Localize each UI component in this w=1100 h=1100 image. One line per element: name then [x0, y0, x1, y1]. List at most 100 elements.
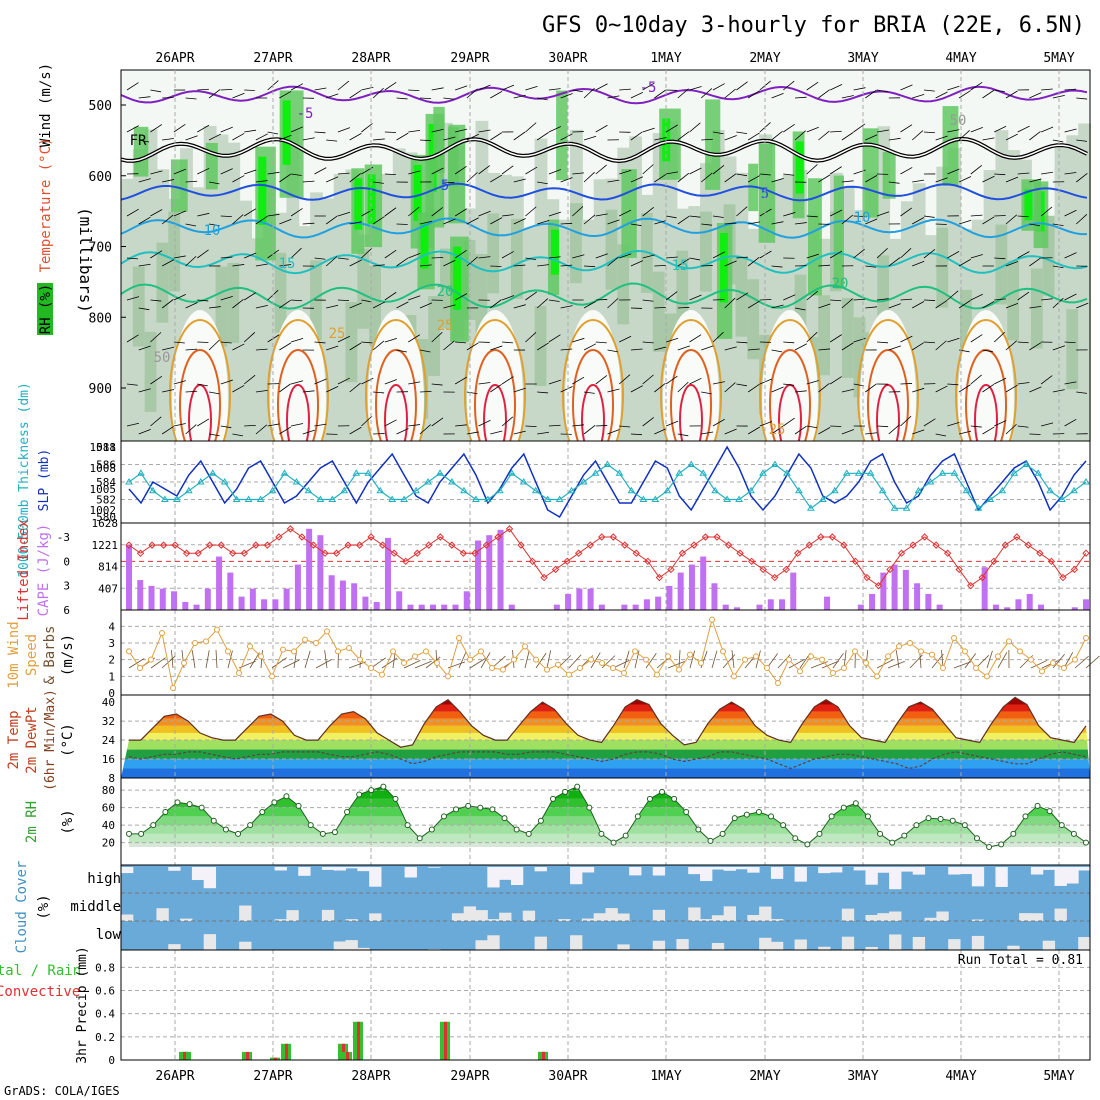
date-label-bottom: 5MAY — [1043, 1069, 1074, 1084]
cloud-clear — [180, 918, 193, 921]
wind-barb — [1076, 173, 1088, 183]
wind-barb — [1040, 375, 1053, 385]
date-label-bottom: 29APR — [450, 1069, 489, 1084]
cape-bar — [587, 588, 594, 610]
li-point — [286, 525, 295, 533]
wind-barb — [982, 426, 995, 435]
wind-barb — [466, 431, 479, 435]
wind-barb — [935, 433, 947, 437]
wind-barb — [302, 137, 315, 141]
cape-bar — [328, 575, 335, 610]
wind-barb-10m — [788, 658, 805, 669]
rh-point — [380, 783, 387, 790]
wind-speed-point — [973, 665, 979, 671]
rh-band-green — [133, 126, 149, 177]
wind-speed-point — [566, 671, 572, 678]
wind-barb — [1041, 298, 1053, 301]
wind-barb — [865, 175, 878, 183]
wind-barb — [1029, 131, 1041, 141]
wind-speed-point — [610, 665, 616, 671]
wind-barb — [337, 299, 350, 301]
wind-barb — [232, 299, 244, 309]
wind-speed-point — [489, 665, 495, 671]
wind-barb — [572, 206, 584, 217]
wind-barb — [126, 125, 139, 133]
wind-barb — [853, 383, 865, 387]
wind-barb — [865, 432, 878, 435]
wind-barb — [806, 425, 818, 429]
rh-band-mid — [747, 279, 761, 360]
wind-barb — [865, 383, 877, 393]
li-point — [332, 549, 341, 557]
rh-band-bright — [1024, 189, 1033, 221]
wind-barb — [361, 415, 373, 427]
wind-barb — [923, 89, 935, 92]
wind-speed-point — [819, 656, 825, 663]
rh-band-mid — [676, 250, 690, 331]
wind-barb — [619, 253, 632, 259]
wind-barb — [689, 167, 702, 175]
wind-barb — [853, 87, 866, 91]
wind-barb — [431, 207, 444, 217]
li-point — [920, 533, 929, 541]
rh-point — [356, 791, 363, 798]
wind-barb — [455, 85, 468, 91]
cloud-clear — [570, 867, 583, 885]
wind-barb — [994, 173, 1006, 176]
wind-barb — [478, 256, 491, 259]
wind-barb — [548, 126, 561, 133]
wind-barb — [970, 334, 983, 343]
wind-barb — [701, 431, 714, 435]
wind-barb — [466, 88, 478, 99]
li-point — [632, 549, 641, 557]
cape-bar — [824, 596, 831, 610]
cape-bar — [351, 583, 358, 610]
cloud-clear — [912, 867, 926, 875]
wind-barb — [736, 206, 748, 217]
rh-band-mid — [227, 262, 241, 343]
wind-barb — [408, 424, 421, 427]
wind-barb — [1017, 291, 1030, 301]
wind-barb — [384, 337, 397, 343]
li-point — [609, 533, 617, 541]
wind-speed-point — [467, 656, 473, 663]
rh-band-light — [1054, 146, 1068, 441]
wind-barb — [900, 248, 912, 259]
rh-band-green — [433, 106, 445, 174]
wind-barb — [829, 250, 843, 259]
thickness-point — [388, 495, 397, 502]
wind-barb — [150, 375, 163, 385]
wind-barb — [384, 81, 397, 91]
contour-5 — [120, 182, 1088, 202]
cloud-clear — [558, 919, 571, 921]
wind-barb — [1005, 90, 1018, 99]
wind-barb — [724, 173, 737, 183]
wind-barb — [630, 385, 643, 393]
wind-barb — [642, 299, 654, 302]
thickness-point — [986, 495, 995, 502]
wind-barb — [513, 430, 526, 435]
wind-barb — [454, 208, 467, 217]
contour-label: 25 — [437, 318, 454, 334]
cape-bar — [486, 535, 493, 610]
wind-barb — [525, 206, 537, 217]
li-point — [206, 541, 214, 549]
rh-point — [404, 822, 411, 829]
wind-barb — [583, 343, 597, 351]
wind-barb — [279, 173, 291, 183]
rh-point — [271, 799, 278, 806]
cape-tick: 814 — [98, 561, 118, 574]
wind-barb — [747, 383, 760, 393]
li-point — [563, 557, 571, 566]
li-point — [448, 541, 456, 549]
wind-barb — [314, 341, 326, 344]
rh-point — [235, 830, 242, 837]
contour-15 — [120, 249, 1088, 275]
precip-tick: 0.6 — [95, 985, 115, 998]
wind-barb — [947, 129, 960, 133]
cloud-clear — [865, 914, 878, 921]
cloud-clear — [889, 911, 902, 921]
precip-tick: 0.2 — [95, 1031, 115, 1044]
thickness-point — [950, 469, 959, 476]
wind-barb — [747, 175, 761, 183]
